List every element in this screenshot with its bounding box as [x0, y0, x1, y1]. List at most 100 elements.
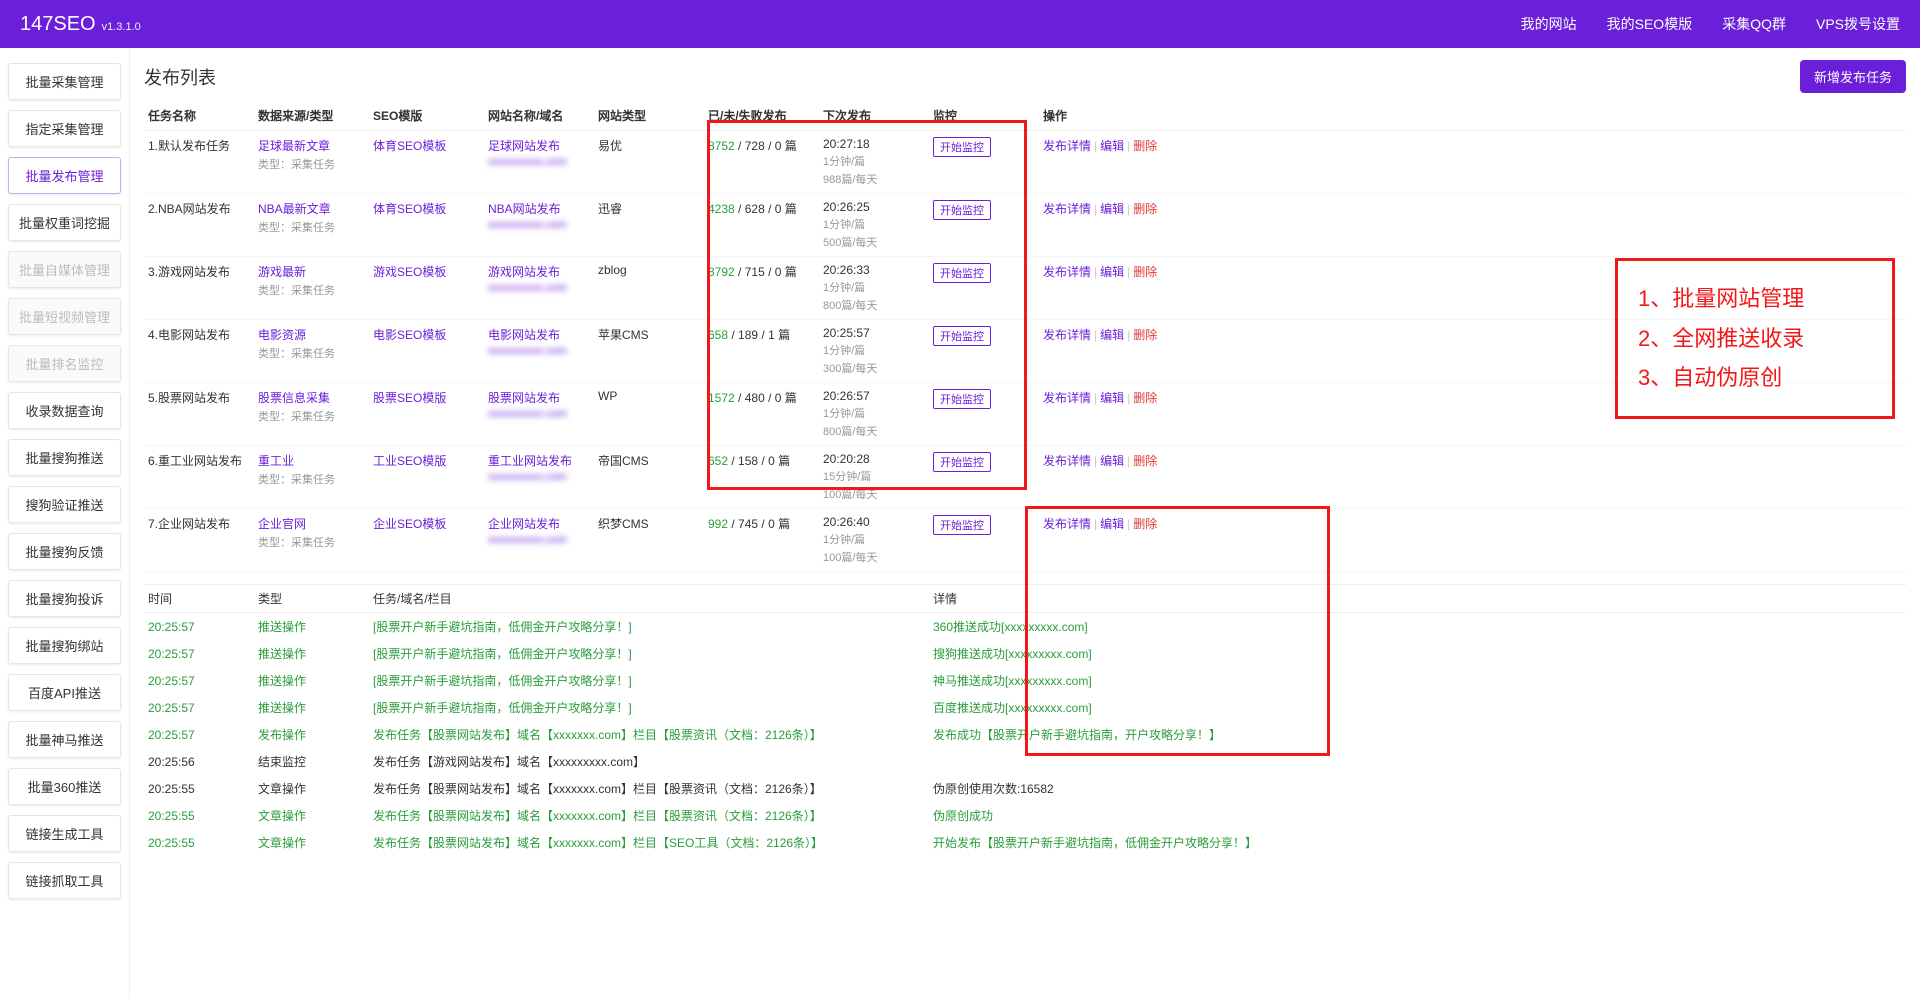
sidebar-item-10[interactable]: 批量搜狗反馈 — [8, 533, 121, 570]
site-link[interactable]: 足球网站发布 — [488, 139, 560, 153]
op-delete-link[interactable]: 删除 — [1133, 265, 1157, 279]
log-task: 发布任务【股票网站发布】域名【xxxxxxx.com】栏目【SEO工具（文档：2… — [369, 829, 929, 856]
src-link[interactable]: NBA最新文章 — [258, 202, 331, 216]
nav-my-sites[interactable]: 我的网站 — [1521, 14, 1577, 34]
monitor-button[interactable]: 开始监控 — [933, 137, 991, 157]
sidebar-item-15[interactable]: 批量360推送 — [8, 768, 121, 805]
cell-mon: 开始监控 — [929, 383, 1039, 446]
sidebar-item-3[interactable]: 批量权重词挖掘 — [8, 204, 121, 241]
sidebar-item-9[interactable]: 搜狗验证推送 — [8, 486, 121, 523]
site-link[interactable]: 电影网站发布 — [488, 328, 560, 342]
site-link[interactable]: 股票网站发布 — [488, 391, 560, 405]
sidebar-item-7[interactable]: 收录数据查询 — [8, 392, 121, 429]
op-edit-link[interactable]: 编辑 — [1100, 202, 1124, 216]
op-edit-link[interactable]: 编辑 — [1100, 517, 1124, 531]
sidebar-item-14[interactable]: 批量神马推送 — [8, 721, 121, 758]
op-detail-link[interactable]: 发布详情 — [1043, 391, 1091, 405]
col-site: 网站名称/域名 — [484, 101, 594, 131]
log-detail — [929, 748, 1906, 775]
sidebar-item-2[interactable]: 批量发布管理 — [8, 157, 121, 194]
sidebar-item-1[interactable]: 指定采集管理 — [8, 110, 121, 147]
cell-task: 2.NBA网站发布 — [144, 194, 254, 257]
monitor-button[interactable]: 开始监控 — [933, 200, 991, 220]
nav-vps-dial[interactable]: VPS拨号设置 — [1816, 14, 1900, 34]
cell-src: 企业官网类型：采集任务 — [254, 509, 369, 572]
cell-task: 7.企业网站发布 — [144, 509, 254, 572]
site-link[interactable]: 重工业网站发布 — [488, 454, 572, 468]
nav-qq-group[interactable]: 采集QQ群 — [1722, 14, 1786, 34]
log-detail: 伪原创成功 — [929, 802, 1906, 829]
monitor-button[interactable]: 开始监控 — [933, 389, 991, 409]
op-edit-link[interactable]: 编辑 — [1100, 139, 1124, 153]
src-link[interactable]: 足球最新文章 — [258, 139, 330, 153]
site-link[interactable]: 企业网站发布 — [488, 517, 560, 531]
tpl-link[interactable]: 股票SEO模版 — [373, 391, 446, 405]
cell-mon: 开始监控 — [929, 257, 1039, 320]
sidebar-item-13[interactable]: 百度API推送 — [8, 674, 121, 711]
sidebar: 批量采集管理指定采集管理批量发布管理批量权重词挖掘批量自媒体管理批量短视频管理批… — [0, 48, 130, 998]
log-time: 20:25:57 — [144, 667, 254, 694]
tpl-link[interactable]: 工业SEO模版 — [373, 454, 446, 468]
op-edit-link[interactable]: 编辑 — [1100, 454, 1124, 468]
log-detail: 搜狗推送成功[xxxxxxxxx.com] — [929, 640, 1906, 667]
src-link[interactable]: 游戏最新 — [258, 265, 306, 279]
cell-task: 3.游戏网站发布 — [144, 257, 254, 320]
cell-next: 20:26:571分钟/篇800篇/每天 — [819, 383, 929, 446]
sidebar-item-8[interactable]: 批量搜狗推送 — [8, 439, 121, 476]
op-detail-link[interactable]: 发布详情 — [1043, 517, 1091, 531]
log-type: 推送操作 — [254, 694, 369, 721]
page-title: 发布列表 — [144, 64, 216, 90]
sidebar-item-16[interactable]: 链接生成工具 — [8, 815, 121, 852]
op-delete-link[interactable]: 删除 — [1133, 454, 1157, 468]
sidebar-item-0[interactable]: 批量采集管理 — [8, 63, 121, 100]
src-link[interactable]: 股票信息采集 — [258, 391, 330, 405]
monitor-button[interactable]: 开始监控 — [933, 515, 991, 535]
log-time: 20:25:57 — [144, 694, 254, 721]
op-delete-link[interactable]: 删除 — [1133, 328, 1157, 342]
src-link[interactable]: 电影资源 — [258, 328, 306, 342]
cell-tpl: 游戏SEO模板 — [369, 257, 484, 320]
tpl-link[interactable]: 电影SEO模板 — [373, 328, 446, 342]
tpl-link[interactable]: 企业SEO模板 — [373, 517, 446, 531]
op-delete-link[interactable]: 删除 — [1133, 391, 1157, 405]
sidebar-item-17[interactable]: 链接抓取工具 — [8, 862, 121, 899]
op-detail-link[interactable]: 发布详情 — [1043, 139, 1091, 153]
col-tpl: SEO模版 — [369, 101, 484, 131]
op-edit-link[interactable]: 编辑 — [1100, 391, 1124, 405]
sidebar-item-12[interactable]: 批量搜狗绑站 — [8, 627, 121, 664]
cell-tpl: 工业SEO模版 — [369, 446, 484, 509]
src-link[interactable]: 重工业 — [258, 454, 294, 468]
site-link[interactable]: NBA网站发布 — [488, 202, 561, 216]
log-row: 20:25:57推送操作[股票开户新手避坑指南，低佣金开户攻略分享！]360推送… — [144, 613, 1906, 641]
op-detail-link[interactable]: 发布详情 — [1043, 328, 1091, 342]
tpl-link[interactable]: 游戏SEO模板 — [373, 265, 446, 279]
log-time: 20:25:55 — [144, 829, 254, 856]
cell-pub: 8792 / 715 / 0 篇 — [704, 257, 819, 320]
monitor-button[interactable]: 开始监控 — [933, 452, 991, 472]
monitor-button[interactable]: 开始监控 — [933, 326, 991, 346]
op-detail-link[interactable]: 发布详情 — [1043, 265, 1091, 279]
op-detail-link[interactable]: 发布详情 — [1043, 454, 1091, 468]
src-link[interactable]: 企业官网 — [258, 517, 306, 531]
log-row: 20:25:55文章操作发布任务【股票网站发布】域名【xxxxxxx.com】栏… — [144, 829, 1906, 856]
sidebar-item-11[interactable]: 批量搜狗投诉 — [8, 580, 121, 617]
log-task: [股票开户新手避坑指南，低佣金开户攻略分享！] — [369, 667, 929, 694]
op-edit-link[interactable]: 编辑 — [1100, 328, 1124, 342]
monitor-button[interactable]: 开始监控 — [933, 263, 991, 283]
op-delete-link[interactable]: 删除 — [1133, 517, 1157, 531]
op-delete-link[interactable]: 删除 — [1133, 139, 1157, 153]
cell-tpl: 股票SEO模版 — [369, 383, 484, 446]
log-detail: 百度推送成功[xxxxxxxxx.com] — [929, 694, 1906, 721]
log-detail: 360推送成功[xxxxxxxxx.com] — [929, 613, 1906, 641]
add-task-button[interactable]: 新增发布任务 — [1800, 60, 1906, 93]
tpl-link[interactable]: 体育SEO模板 — [373, 202, 446, 216]
site-link[interactable]: 游戏网站发布 — [488, 265, 560, 279]
cell-op: 发布详情|编辑|删除 — [1039, 131, 1906, 194]
op-delete-link[interactable]: 删除 — [1133, 202, 1157, 216]
tpl-link[interactable]: 体育SEO模板 — [373, 139, 446, 153]
op-detail-link[interactable]: 发布详情 — [1043, 202, 1091, 216]
cell-mon: 开始监控 — [929, 446, 1039, 509]
op-edit-link[interactable]: 编辑 — [1100, 265, 1124, 279]
nav-my-templates[interactable]: 我的SEO模版 — [1607, 14, 1693, 34]
log-row: 20:25:57推送操作[股票开户新手避坑指南，低佣金开户攻略分享！]神马推送成… — [144, 667, 1906, 694]
